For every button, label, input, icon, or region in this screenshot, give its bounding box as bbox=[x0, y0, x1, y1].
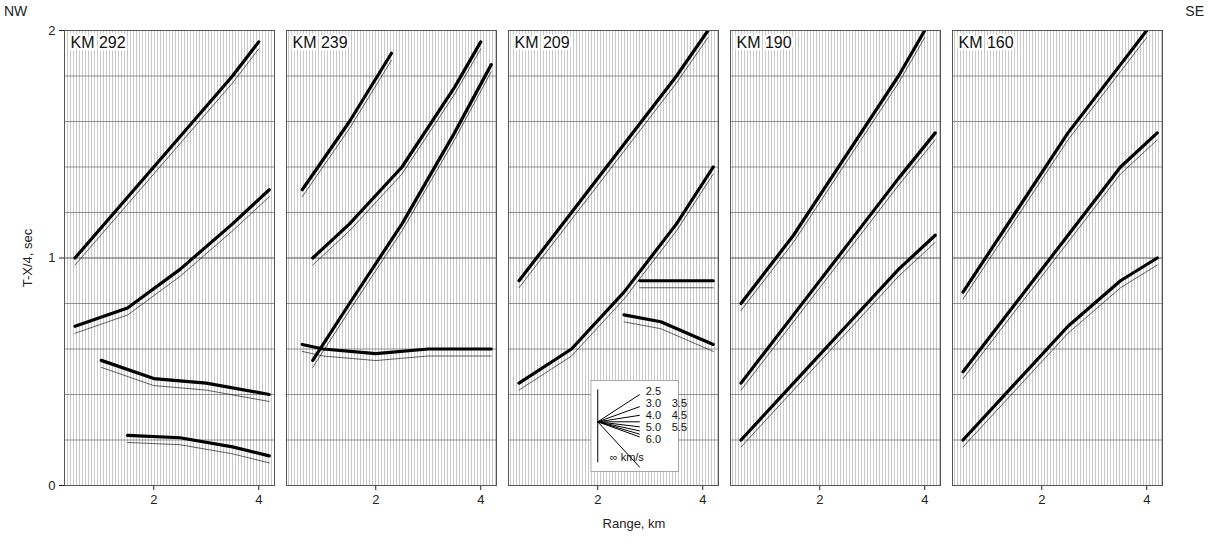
svg-text:KM 160: KM 160 bbox=[959, 34, 1014, 51]
html-text:NW: NW bbox=[4, 3, 28, 19]
svg-text:3.0: 3.0 bbox=[646, 397, 661, 409]
svg-text:∞ km/s: ∞ km/s bbox=[610, 451, 645, 463]
svg-text:4: 4 bbox=[1143, 492, 1150, 507]
svg-text:5.5: 5.5 bbox=[672, 421, 687, 433]
svg-text:2: 2 bbox=[150, 492, 157, 507]
svg-text:4: 4 bbox=[255, 492, 262, 507]
svg-text:2.5: 2.5 bbox=[646, 385, 661, 397]
svg-text:1: 1 bbox=[48, 250, 55, 265]
svg-text:T-X/4, sec: T-X/4, sec bbox=[20, 228, 35, 287]
svg-text:4: 4 bbox=[921, 492, 928, 507]
html-text:SE: SE bbox=[1185, 3, 1204, 19]
svg-text:0: 0 bbox=[48, 478, 55, 493]
svg-text:5.0: 5.0 bbox=[646, 421, 661, 433]
svg-text:2: 2 bbox=[594, 492, 601, 507]
svg-text:KM 239: KM 239 bbox=[293, 34, 348, 51]
svg-text:2: 2 bbox=[48, 23, 55, 38]
html-text:Range, km: Range, km bbox=[602, 516, 666, 531]
svg-text:6.0: 6.0 bbox=[646, 433, 661, 445]
svg-text:4: 4 bbox=[477, 492, 484, 507]
svg-text:KM 190: KM 190 bbox=[737, 34, 792, 51]
svg-text:4: 4 bbox=[699, 492, 706, 507]
svg-text:KM 292: KM 292 bbox=[71, 34, 126, 51]
svg-text:4.0: 4.0 bbox=[646, 409, 661, 421]
svg-text:2: 2 bbox=[372, 492, 379, 507]
svg-text:3.5: 3.5 bbox=[672, 397, 687, 409]
svg-text:2: 2 bbox=[1038, 492, 1045, 507]
svg-text:2: 2 bbox=[816, 492, 823, 507]
svg-text:4.5: 4.5 bbox=[672, 409, 687, 421]
svg-text:KM 209: KM 209 bbox=[515, 34, 570, 51]
